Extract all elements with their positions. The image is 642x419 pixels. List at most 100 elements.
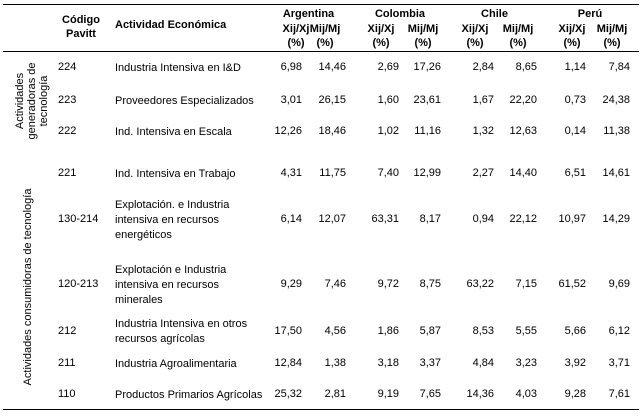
row-activity: Industria Intensiva en I&D — [115, 61, 241, 74]
row-value: 14,40 — [509, 167, 537, 179]
row-value: 8,17 — [419, 213, 441, 225]
row-value: 22,12 — [509, 213, 537, 225]
header-mij-mj: Mij/Mj (%) — [596, 23, 628, 49]
row-value: 63,22 — [466, 278, 494, 290]
row-value: 3,92 — [564, 357, 586, 369]
row-value: 17,50 — [274, 325, 302, 337]
row-value: 3,37 — [419, 357, 441, 369]
row-activity: Proveedores Especializados — [115, 94, 254, 107]
row-value: 7,40 — [377, 167, 399, 179]
row-value: 2,81 — [324, 388, 346, 400]
row-value: 25,32 — [274, 388, 302, 400]
row-value: 3,23 — [515, 357, 537, 369]
row-value: 14,46 — [318, 61, 346, 73]
row-value: 17,26 — [413, 61, 441, 73]
row-value: 7,15 — [515, 278, 537, 290]
row-value: 4,56 — [324, 325, 346, 337]
row-value: 5,66 — [564, 325, 586, 337]
row-code: 120-213 — [58, 278, 99, 290]
row-value: 26,15 — [318, 94, 346, 106]
row-activity: Explotación. e Industria intensiva en re… — [115, 198, 230, 241]
header-code: Código Pavitt — [62, 14, 100, 40]
bottom-rule — [3, 409, 639, 410]
row-value: 4,84 — [472, 357, 494, 369]
row-value: 7,46 — [324, 278, 346, 290]
row-value: 8,75 — [419, 278, 441, 290]
row-value: 5,87 — [419, 325, 441, 337]
header-country: Argentina — [282, 8, 335, 20]
header-mij-mj: Mij/Mj (%) — [309, 23, 341, 49]
row-value: 9,28 — [564, 388, 586, 400]
row-value: 63,31 — [371, 213, 399, 225]
row-value: 1,38 — [324, 357, 346, 369]
row-value: 1,86 — [377, 325, 399, 337]
row-activity: Ind. Intensiva en Escala — [115, 125, 232, 138]
header-xij-xj: Xij/Xj (%) — [558, 23, 586, 49]
header-rule — [3, 51, 639, 52]
row-value: 8,65 — [515, 61, 537, 73]
header-xij-xj: Xij/Xj (%) — [282, 23, 310, 49]
row-value: 12,07 — [318, 213, 346, 225]
group-label-consumidoras: Actividades consumidoras de tecnología — [22, 188, 34, 386]
row-value: 6,14 — [280, 213, 302, 225]
row-value: 7,65 — [419, 388, 441, 400]
row-value: 1,14 — [564, 61, 586, 73]
row-value: 12,63 — [509, 125, 537, 137]
header-country: Colombia — [374, 8, 426, 20]
row-value: 11,75 — [319, 167, 346, 179]
row-code: 110 — [58, 388, 76, 400]
header-xij-xj: Xij/Xj (%) — [367, 23, 395, 49]
row-activity: Productos Primarios Agrícolas — [115, 388, 263, 401]
row-value: 12,84 — [274, 357, 302, 369]
row-value: 14,61 — [602, 167, 630, 179]
row-value: 10,97 — [558, 213, 586, 225]
row-code: 211 — [58, 357, 76, 369]
row-activity: Ind. Intensiva en Trabajo — [115, 167, 236, 180]
row-code: 212 — [58, 325, 77, 337]
row-value: 3,01 — [280, 94, 302, 106]
row-value: 2,69 — [377, 61, 399, 73]
row-value: 1,60 — [377, 94, 399, 106]
row-value: 4,31 — [280, 167, 302, 179]
row-code: 221 — [58, 167, 77, 179]
row-value: 7,84 — [608, 61, 630, 73]
row-value: 1,02 — [377, 125, 399, 137]
row-value: 1,67 — [472, 94, 494, 106]
row-value: 0,73 — [564, 94, 586, 106]
header-xij-xj: Xij/Xj (%) — [461, 23, 489, 49]
row-value: 14,29 — [602, 213, 630, 225]
header-activity: Actividad Económica — [115, 19, 227, 31]
row-value: 11,16 — [414, 125, 441, 137]
row-value: 4,03 — [515, 388, 537, 400]
row-code: 224 — [58, 61, 77, 73]
row-code: 223 — [58, 94, 77, 106]
header-mij-mj: Mij/Mj (%) — [407, 23, 439, 49]
row-value: 12,99 — [413, 167, 441, 179]
row-code: 222 — [58, 125, 77, 137]
row-value: 7,61 — [608, 388, 630, 400]
row-activity: Industria Agroalimentaria — [115, 357, 237, 370]
header-mij-mj: Mij/Mj (%) — [502, 23, 534, 49]
header-country: Perú — [577, 8, 603, 20]
row-value: 12,26 — [274, 125, 302, 137]
row-activity: Explotación e Industria intensiva en rec… — [115, 263, 227, 306]
row-value: 61,52 — [558, 278, 586, 290]
row-value: 14,36 — [466, 388, 494, 400]
row-value: 6,12 — [608, 325, 630, 337]
row-value: 5,55 — [515, 325, 537, 337]
header-country: Chile — [481, 8, 508, 20]
row-value: 0,14 — [564, 125, 586, 137]
row-value: 24,38 — [602, 94, 630, 106]
top-rule — [3, 4, 639, 5]
row-value: 3,71 — [608, 357, 630, 369]
row-value: 2,84 — [472, 61, 494, 73]
row-activity: Industria Intensiva en otros recursos ag… — [115, 318, 248, 345]
row-value: 6,51 — [564, 167, 586, 179]
row-code: 130-214 — [58, 213, 99, 225]
row-value: 3,18 — [377, 357, 399, 369]
row-value: 23,61 — [413, 94, 441, 106]
row-value: 9,19 — [377, 388, 399, 400]
row-value: 11,38 — [603, 125, 630, 137]
row-value: 9,69 — [608, 278, 630, 290]
row-value: 9,72 — [377, 278, 399, 290]
